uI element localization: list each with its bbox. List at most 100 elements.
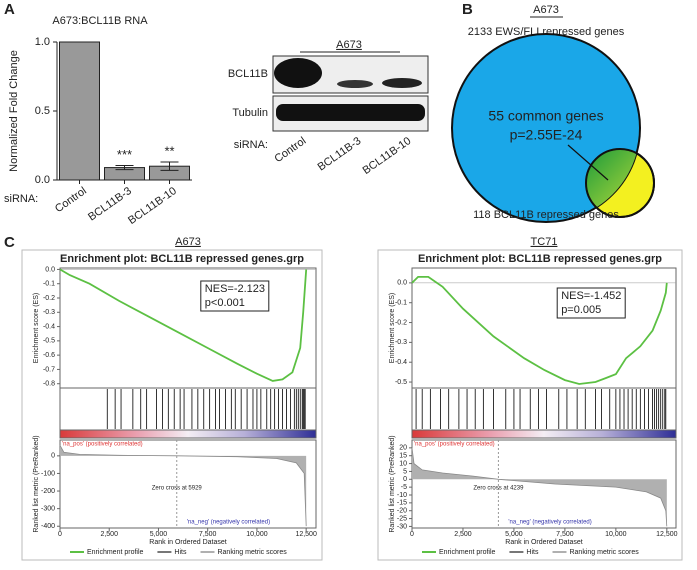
panel-label: B: [462, 1, 473, 18]
stats-box: [200, 280, 270, 312]
y-axis-label: Enrichment score (ES): [33, 293, 40, 363]
y-tick-label: -0.8: [43, 381, 55, 388]
stats: NES=-2.123: [205, 283, 265, 295]
pos-label: 'na_pos' (positively correlated): [414, 442, 495, 448]
x-tick-label: 7,500: [199, 531, 217, 538]
chart-title: A673:BCL11B RNA: [52, 15, 148, 27]
zero-cross-label: Zero cross at 5929: [152, 486, 203, 492]
y-tick-label: -0.5: [395, 379, 407, 386]
error-bar: [115, 165, 134, 171]
y-axis-label: Ranked list metric (PreRanked): [33, 435, 40, 532]
stats: p<0.001: [205, 297, 245, 309]
x-axis-label: siRNA:: [4, 193, 38, 205]
header: A673: [175, 236, 201, 248]
y-tick-label: -0.4: [395, 359, 407, 366]
stats-box: [556, 287, 626, 319]
y-axis-label: Enrichment score (ES): [389, 293, 396, 363]
x-tick-label: 0: [58, 531, 62, 538]
stats: NES=-1.452: [561, 290, 621, 302]
bar: [59, 41, 100, 181]
x-tick-label: 10,000: [246, 531, 268, 538]
zero-cross-label: Zero cross at 4239: [473, 486, 524, 492]
panel-label: C: [4, 234, 15, 251]
x-tick-label: BCL11B-10: [126, 185, 179, 227]
overlap-label: 55 common genes: [488, 108, 603, 124]
x-tick-label: 2,500: [100, 531, 118, 538]
enrichment-line: [411, 276, 668, 385]
y-tick-label: -300: [41, 505, 55, 512]
x-tick-label: 2,500: [454, 531, 472, 538]
y-tick-label: 10: [399, 460, 407, 467]
y-tick-label: -0.1: [395, 300, 407, 307]
y-tick-label: 15: [399, 453, 407, 460]
row-label: Tubulin: [232, 107, 268, 119]
lane-label: Control: [272, 135, 308, 165]
error-bar: [160, 161, 179, 171]
pvalue: p=2.55E-24: [510, 127, 583, 143]
es-box: [59, 267, 317, 389]
x-tick-label: 0: [410, 531, 414, 538]
y-tick-label: -0.2: [43, 295, 55, 302]
set-label: 2133 EWS/FLI repressed genes: [468, 26, 625, 38]
x-tick-label: 5,000: [505, 531, 523, 538]
metric-box: [59, 439, 317, 529]
y-tick-label: -30: [397, 523, 407, 530]
rank-bar: [411, 429, 677, 439]
set-label: 118 BCL11B repressed genes: [473, 209, 619, 221]
legend-label: Enrichment profile: [87, 549, 144, 556]
y-tick-label: 0.0: [45, 266, 55, 273]
y-tick-label: -0.4: [43, 323, 55, 330]
x-tick-label: 12,500: [656, 531, 678, 538]
band: [276, 104, 425, 121]
set-outline: [585, 148, 655, 218]
y-tick-label: -0.7: [43, 366, 55, 373]
neg-label: 'na_neg' (negatively correlated): [508, 520, 591, 526]
y-tick-label: 0: [403, 476, 407, 483]
venn: A673 2133 EWS/FLI repressed genes 55 com…: [451, 4, 655, 223]
lane-label: BCL11B-3: [316, 135, 364, 173]
x-tick-label: 5,000: [150, 531, 168, 538]
pos-label: 'na_pos' (positively correlated): [62, 442, 143, 448]
metric-line: [411, 447, 668, 527]
y-tick-label: -0.1: [43, 281, 55, 288]
legend-label: Ranking metric scores: [217, 549, 287, 556]
y-tick-label: 5: [403, 468, 407, 475]
western-blot: A673 BCL11B Tubulin siRNA: Control BCL11…: [228, 39, 429, 177]
y-tick-label: 0.5: [35, 105, 50, 117]
y-axis-label: Normalized Fold Change: [8, 50, 20, 172]
legend-label: Hits: [174, 549, 187, 556]
pointer: [567, 144, 609, 181]
hits-box: [59, 387, 317, 431]
y-tick-label: 0: [51, 453, 55, 460]
legend-label: Enrichment profile: [439, 549, 496, 556]
y-axis-label: Ranked list metric (PreRanked): [389, 435, 396, 532]
y-tick-label: -0.2: [395, 319, 407, 326]
y-tick-label: -15: [397, 500, 407, 507]
significance: **: [164, 143, 174, 158]
es-box: [411, 267, 677, 389]
lane-prefix: siRNA:: [234, 139, 268, 151]
chart-title: Enrichment plot: BCL11B repressed genes.…: [60, 253, 304, 265]
y-tick-label: -400: [41, 523, 55, 530]
y-tick-label: -25: [397, 515, 407, 522]
y-tick-label: -10: [397, 492, 407, 499]
lane-label: BCL11B-10: [361, 135, 414, 177]
venn-title: A673: [533, 4, 559, 16]
x-axis-label: Rank in Ordered Dataset: [149, 539, 226, 546]
y-tick-label: -0.6: [43, 352, 55, 359]
band: [337, 80, 373, 88]
y-tick-label: -0.3: [43, 309, 55, 316]
y-tick-label: -0.3: [395, 339, 407, 346]
chart-title: Enrichment plot: BCL11B repressed genes.…: [418, 253, 662, 265]
stats: p=0.005: [561, 304, 601, 316]
y-tick-label: -200: [41, 488, 55, 495]
row-label: BCL11B: [228, 68, 268, 80]
significance: ***: [117, 147, 132, 162]
legend-label: Hits: [526, 549, 539, 556]
y-tick-label: -20: [397, 508, 407, 515]
neg-label: 'na_neg' (negatively correlated): [187, 520, 270, 526]
x-axis-label: Rank in Ordered Dataset: [505, 539, 582, 546]
panel-label: A: [4, 1, 15, 18]
x-tick-label: 10,000: [605, 531, 627, 538]
